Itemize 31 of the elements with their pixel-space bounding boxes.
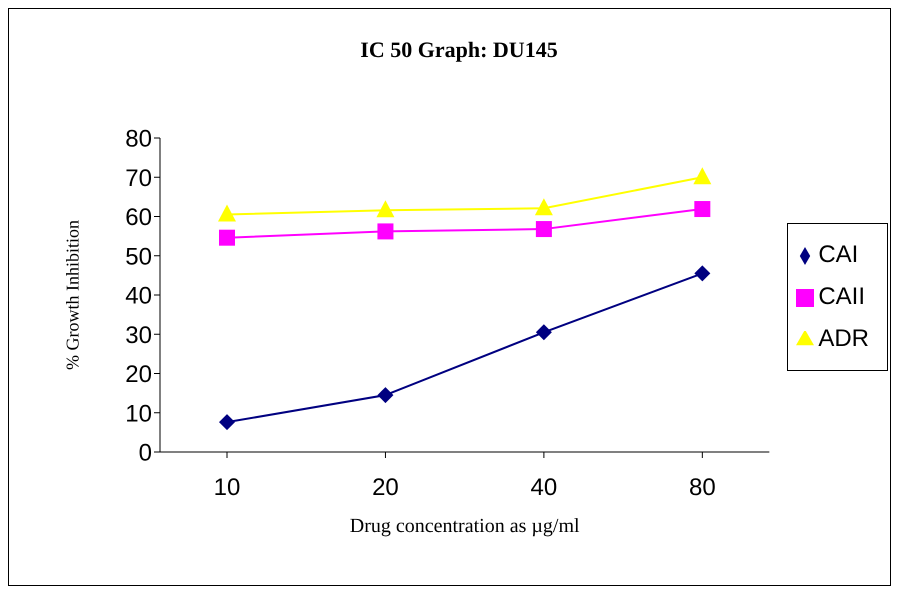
x-tick-label: 40 [530, 474, 558, 502]
point [534, 198, 553, 216]
y-tick-label: 40 [125, 282, 152, 310]
y-tick-label: 30 [125, 322, 152, 349]
point [536, 324, 552, 340]
point [218, 204, 236, 222]
y-tick-label: 20 [125, 361, 152, 388]
x-axis-title: Drug concentration as µg/ml [350, 515, 580, 537]
chart-title: IC 50 Graph: DU145 [359, 37, 559, 63]
point [377, 387, 394, 404]
y-tick-label: 70 [125, 164, 152, 192]
x-tick-label: 80 [688, 474, 716, 502]
point [376, 200, 394, 218]
legend-label: ADR [818, 325, 869, 352]
y-axis-title: % Growth Inhibition [62, 220, 82, 370]
point [219, 230, 235, 246]
point [694, 201, 710, 218]
point [219, 414, 235, 430]
y-tick-label: 80 [125, 126, 152, 153]
legend-label: CAII [818, 283, 866, 310]
x-tick-label: 20 [372, 474, 399, 502]
point [536, 221, 552, 238]
y-tick-label: 0 [138, 440, 152, 467]
point [377, 223, 394, 240]
x-tick-label: 10 [214, 474, 240, 502]
point [693, 167, 712, 184]
point [694, 265, 710, 282]
legend-label: CAI [818, 241, 858, 268]
y-tick-label: 60 [125, 204, 152, 232]
y-tick-label: 10 [125, 400, 152, 428]
y-tick-label: 50 [125, 243, 152, 270]
